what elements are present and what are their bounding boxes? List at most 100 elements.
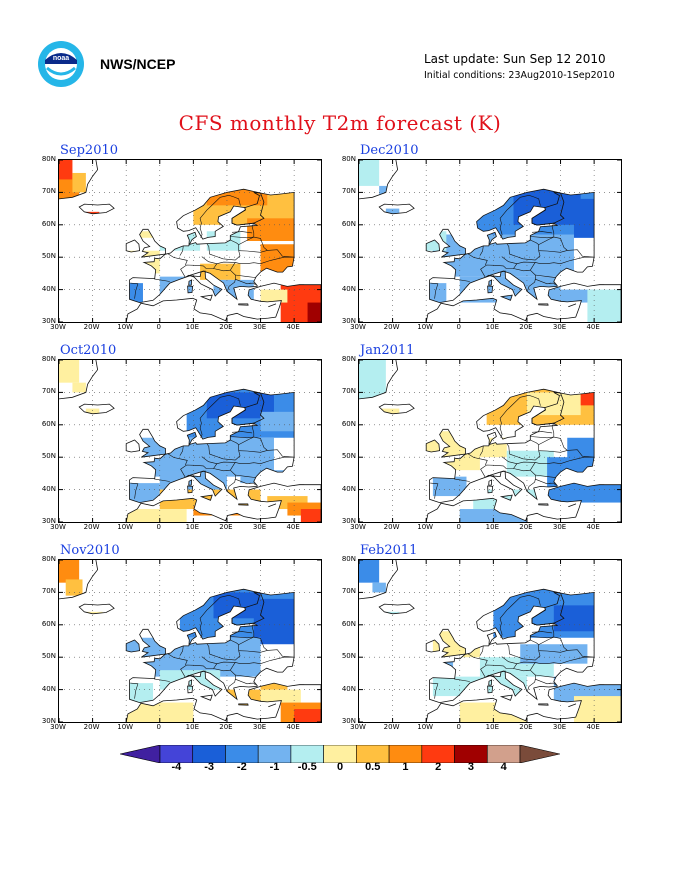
country-border xyxy=(528,195,541,206)
lon-tick-label: 10W xyxy=(417,723,434,731)
country-border xyxy=(231,631,253,634)
anomaly-cell xyxy=(72,172,86,193)
country-border xyxy=(513,668,531,672)
lon-tick-label: 10W xyxy=(117,323,134,331)
lat-tick-label: 40N xyxy=(341,284,356,293)
map-feb2011 xyxy=(359,560,621,722)
country-border xyxy=(468,253,488,266)
map-dec2010 xyxy=(359,160,621,322)
lon-tick-label: 40E xyxy=(586,723,600,731)
anomaly-cell xyxy=(294,709,321,722)
lat-tick-label: 80N xyxy=(341,555,356,563)
lat-tick-label: 70N xyxy=(341,387,356,396)
lon-tick-label: 0 xyxy=(156,723,161,731)
lon-tick-label: 40E xyxy=(586,323,600,331)
country-border xyxy=(527,262,536,291)
lat-tick-label: 40N xyxy=(41,684,56,693)
coastlines xyxy=(59,560,321,722)
country-border xyxy=(228,395,241,406)
lon-tick-label: 20W xyxy=(383,723,400,731)
country-border xyxy=(206,639,241,661)
lat-tick-label: 70N xyxy=(341,187,356,196)
coastlines xyxy=(359,560,621,722)
lon-tick-label: 40E xyxy=(286,323,300,331)
colorbar xyxy=(119,744,561,764)
colorbar-tick-label: 2 xyxy=(435,761,442,773)
lon-tick-label: 30W xyxy=(50,723,66,731)
lon-tick-label: 0 xyxy=(156,323,161,331)
country-border xyxy=(235,474,256,478)
lon-tick-label: 20W xyxy=(83,723,100,731)
map-jan2011 xyxy=(359,360,621,522)
anomaly-cell xyxy=(359,360,386,399)
colorbar-tick-label: -2 xyxy=(236,761,247,773)
country-border xyxy=(480,256,595,278)
anomaly-cell xyxy=(573,696,621,722)
country-border xyxy=(553,636,568,651)
lon-tick-label: 30W xyxy=(350,723,366,731)
country-border xyxy=(228,595,241,606)
lat-tick-label: 40N xyxy=(41,284,56,293)
country-border xyxy=(228,195,241,206)
panel-title-nov2010: Nov2010 xyxy=(60,543,120,558)
country-border xyxy=(530,236,554,239)
lon-tick-label: 30E xyxy=(552,323,567,331)
lon-tick-label: 30W xyxy=(350,523,366,531)
lat-tick-label: 70N xyxy=(41,587,56,596)
country-border xyxy=(168,453,188,466)
anomaly-cell xyxy=(126,250,160,274)
country-border xyxy=(180,656,295,678)
anomaly-cell xyxy=(520,644,588,664)
country-border xyxy=(235,274,256,278)
anomaly-cell xyxy=(59,360,80,383)
last-update-text: Last update: Sun Sep 12 2010 xyxy=(424,52,606,66)
anomaly-field xyxy=(359,160,621,322)
lat-tick-label: 30N xyxy=(41,517,56,525)
coastlines xyxy=(59,160,321,322)
country-border xyxy=(230,436,254,439)
anomaly-cell xyxy=(300,509,321,522)
lon-tick-label: 20W xyxy=(83,523,100,531)
country-border xyxy=(480,456,595,478)
lat-tick-label: 70N xyxy=(41,187,56,196)
lat-tick-label: 40N xyxy=(341,484,356,493)
country-border xyxy=(130,482,139,499)
anomaly-cell xyxy=(253,598,321,645)
anomaly-cell xyxy=(426,283,447,303)
lat-tick-label: 30N xyxy=(41,717,56,725)
lat-tick-label: 50N xyxy=(41,652,56,661)
country-border xyxy=(553,436,568,451)
anomaly-cell xyxy=(260,289,288,303)
coastlines xyxy=(359,360,621,522)
anomaly-cell xyxy=(426,657,454,677)
country-border xyxy=(538,623,555,645)
anomaly-field xyxy=(59,160,321,322)
lat-tick-label: 50N xyxy=(341,652,356,661)
country-border xyxy=(513,268,531,272)
country-border xyxy=(538,223,555,245)
lon-tick-label: 20W xyxy=(383,323,400,331)
lat-tick-label: 60N xyxy=(341,219,356,228)
anomaly-cell xyxy=(59,560,80,583)
lon-tick-label: 20E xyxy=(219,723,233,731)
anomaly-cell xyxy=(247,218,295,241)
country-border xyxy=(530,636,554,639)
country-border xyxy=(179,445,184,456)
country-border xyxy=(499,395,530,438)
country-border xyxy=(527,462,536,491)
country-border xyxy=(430,282,439,299)
country-border xyxy=(538,649,595,658)
anomaly-cell xyxy=(206,189,268,206)
colorbar-tick-label: 1 xyxy=(402,761,409,773)
country-border xyxy=(454,478,470,482)
anomaly-cell xyxy=(126,283,143,303)
country-border xyxy=(179,645,184,656)
country-border xyxy=(154,678,170,682)
lat-tick-label: 80N xyxy=(41,155,56,163)
lon-tick-label: 30W xyxy=(350,323,366,331)
country-border xyxy=(230,636,254,639)
country-border xyxy=(231,231,253,234)
country-border xyxy=(249,282,256,286)
panel-title-sep2010: Sep2010 xyxy=(60,143,119,158)
anomaly-cell xyxy=(359,160,380,186)
